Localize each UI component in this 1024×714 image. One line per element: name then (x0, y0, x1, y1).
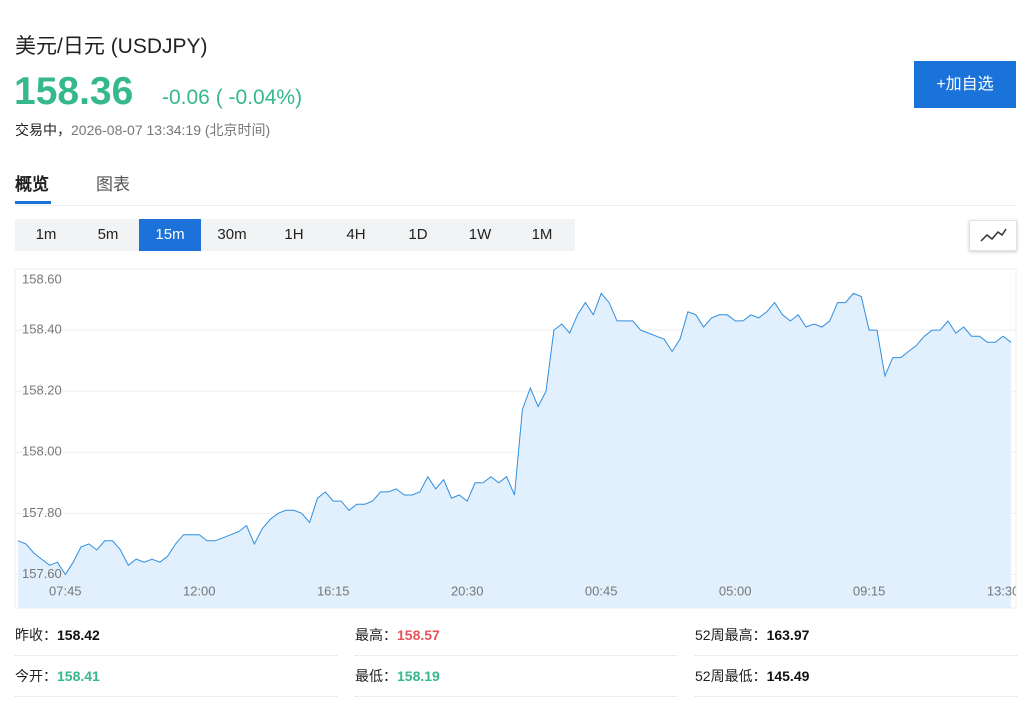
x-axis: 07:45 12:00 16:15 20:30 00:45 05:00 09:15 13:30 (49, 583, 1020, 598)
interval-button[interactable]: 1D (408, 226, 428, 243)
plot (15, 269, 1016, 608)
interval-bar: 1m 5m 15m 30m 1H 4H 1D 1W 1M (15, 219, 575, 251)
x-tick-label: 00:45 (585, 583, 618, 598)
stat-value: 158.41 (57, 668, 100, 684)
chart-type-button[interactable] (969, 220, 1017, 251)
time: 2026-08-07 13:34:19 (71, 122, 201, 138)
y-tick-label: 158.40 (22, 322, 62, 337)
x-tick-label: 20:30 (451, 583, 484, 598)
stat-value: 158.42 (57, 627, 100, 643)
status-line: 交易中，2026-08-07 13:34:19 (北京时间) (15, 120, 270, 140)
price: 158.36 (14, 70, 134, 113)
title-name: 美元/日元 (15, 35, 105, 58)
tab-chart[interactable]: 图表 (96, 175, 130, 194)
x-tick-label: 07:45 (49, 583, 82, 598)
y-tick-label: 158.00 (22, 444, 62, 459)
stat-value: 158.57 (397, 627, 440, 643)
x-tick-label: 09:15 (853, 583, 886, 598)
add-watchlist-button[interactable]: +加自选 (914, 61, 1016, 108)
stat-item: 52周最低：145.49 (695, 656, 1017, 697)
line (17, 292, 1012, 576)
stat-item: 52周最高：163.97 (695, 615, 1017, 656)
stat-label: 最高： (355, 627, 397, 643)
stat-item: 今开：158.41 (15, 656, 337, 697)
change: -0.06 ( -0.04%) (162, 86, 302, 110)
x-tick-label: 12:00 (183, 583, 216, 598)
interval-button[interactable]: 1W (468, 226, 492, 243)
status: 交易中， (15, 122, 71, 138)
stat-item: 最低：158.19 (355, 656, 677, 697)
tab-overview[interactable]: 概览 (15, 175, 49, 194)
x-tick-label: 13:30 (987, 583, 1020, 598)
y-tick-label: 158.60 (22, 271, 62, 286)
chart-type-icon (980, 228, 1007, 242)
stat-value: 145.49 (766, 668, 810, 684)
stat-item: 最高：158.57 (355, 615, 677, 656)
interval-button[interactable]: 1m (35, 226, 57, 243)
chart: 157.60 157.80 158.00 158.20 158.40 158.60 07:4… (14, 268, 1020, 609)
stat-item: 昨收：158.42 (15, 615, 337, 656)
tab-underline (15, 201, 51, 204)
change-pct: ( -0.04%) (215, 86, 303, 109)
interval-button[interactable]: 4H (346, 226, 366, 243)
interval-button[interactable]: 5m (97, 226, 119, 243)
stat-value: 163.97 (766, 627, 810, 643)
stat-label: 52周最低： (695, 668, 767, 684)
y-tick-label: 158.20 (22, 383, 62, 398)
stat-label: 52周最高： (695, 627, 767, 643)
y-tick-label: 157.60 (22, 566, 62, 581)
title: 美元/日元 (USDJPY) (15, 30, 208, 60)
stat-value: 158.19 (397, 668, 440, 684)
stat-label: 昨收： (15, 627, 57, 643)
x-tick-label: 16:15 (317, 583, 350, 598)
x-tick-label: 05:00 (719, 583, 752, 598)
area (18, 293, 1011, 608)
symbol: (USDJPY) (110, 35, 208, 58)
change-abs: -0.06 (162, 86, 210, 109)
interval-button[interactable]: 15m (139, 219, 201, 251)
y-tick-label: 157.80 (22, 505, 62, 520)
stat-label: 最低： (355, 668, 397, 684)
stat-label: 今开： (15, 668, 57, 684)
timezone: (北京时间) (204, 122, 271, 138)
separator (15, 205, 1016, 206)
interval-button[interactable]: 30m (217, 226, 247, 243)
interval-button[interactable]: 1M (531, 226, 553, 243)
interval-button[interactable]: 1H (284, 226, 304, 243)
